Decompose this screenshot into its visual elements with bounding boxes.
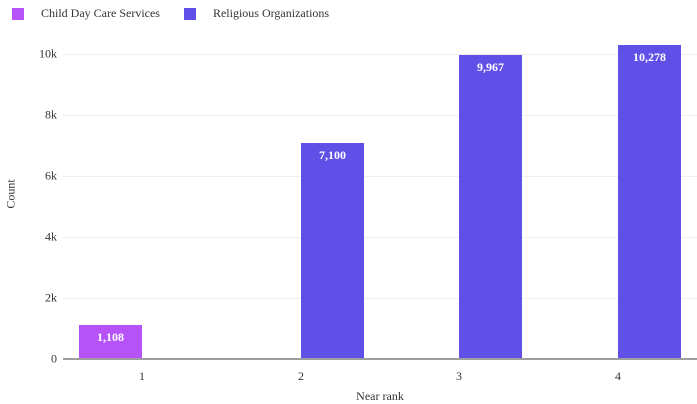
legend-label: Religious Organizations [212,6,330,20]
y-tick-0: 0 [51,351,57,366]
x-tick-2: 2 [298,369,304,383]
gridline-2k [63,298,697,299]
y-tick-2k: 2k [45,290,57,305]
gridline-4k [63,237,697,238]
legend-label: Child Day Care Services [41,6,160,20]
bar-rank-2[interactable]: 7,100 [301,143,364,359]
bar-value-label: 9,967 [477,60,504,74]
x-tick-1: 1 [139,369,145,383]
x-tick-3: 3 [456,369,462,383]
bar-value-label: 7,100 [319,148,346,162]
y-tick-6k: 6k [45,168,57,183]
x-tick-4: 4 [615,369,621,383]
legend-item-child-day-care[interactable]: Child Day Care Services [12,6,160,21]
bar-rank-3[interactable]: 9,967 [459,55,522,359]
bar-value-label: 1,108 [97,330,124,344]
legend-item-religious-organizations[interactable]: Religious Organizations [183,6,330,21]
y-tick-8k: 8k [45,107,57,122]
x-axis-line [63,358,697,360]
legend-swatch-religious-organizations [183,7,196,20]
y-tick-4k: 4k [45,229,57,244]
bar-value-label: 10,278 [633,50,666,64]
y-tick-10k: 10k [39,46,57,61]
y-axis-title: Count [3,179,18,209]
gridline-6k [63,176,697,177]
bar-rank-4[interactable]: 10,278 [618,45,681,359]
gridline-8k [63,115,697,116]
legend-swatch-child-day-care [12,7,24,20]
gridline-10k [63,54,697,55]
bar-rank-1[interactable]: 1,108 [79,325,142,359]
x-axis-title: Near rank [356,389,404,403]
chart-legend: Child Day Care Services Religious Organi… [12,6,353,21]
